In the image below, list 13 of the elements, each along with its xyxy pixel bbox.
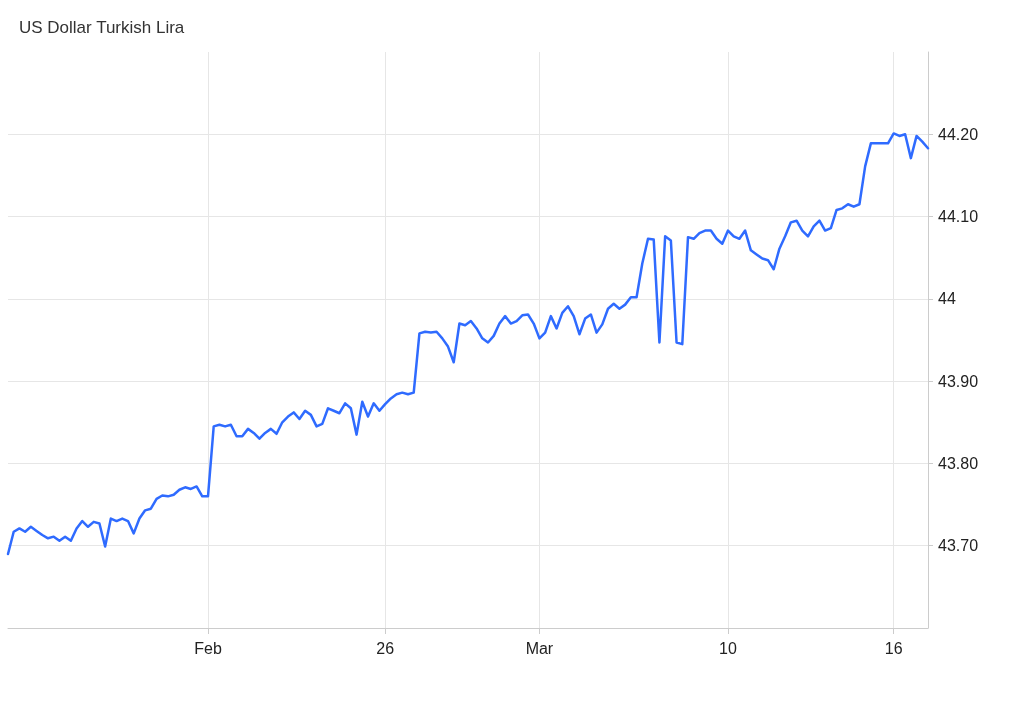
y-tick-label: 43.70 [938,537,979,555]
x-tick-label: Mar [525,639,554,657]
line-series [6,132,930,556]
y-tick-label: 44 [938,290,956,308]
y-tick-label: 43.90 [938,372,979,390]
x-tick-label: 26 [376,639,395,657]
x-tick-label: 16 [884,639,903,657]
chart-title: US Dollar Turkish Lira [19,18,185,37]
x-tick-label: Feb [194,639,222,657]
y-tick-label: 44.20 [938,125,979,143]
y-tick-label: 44.10 [938,208,979,226]
y-tick-label: 43.80 [938,454,979,472]
x-tick-label: 10 [719,639,737,657]
